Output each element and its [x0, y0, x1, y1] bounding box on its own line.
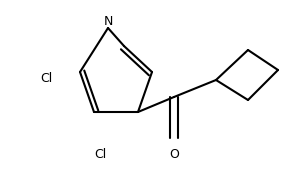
- Text: N: N: [103, 15, 113, 28]
- Text: O: O: [169, 148, 179, 161]
- Text: Cl: Cl: [94, 148, 106, 161]
- Text: Cl: Cl: [40, 71, 52, 84]
